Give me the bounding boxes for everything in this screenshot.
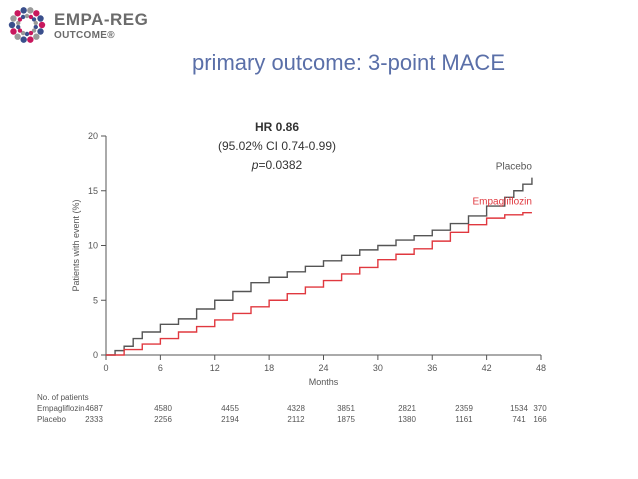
x-tick-label: 18 <box>264 363 274 373</box>
logo-dot <box>14 10 21 17</box>
logo-dot <box>24 31 30 37</box>
y-tick-label: 0 <box>93 350 98 360</box>
risk-table-title: No. of patients <box>37 393 89 402</box>
risk-cell: 1534 <box>510 404 528 413</box>
hr-label: HR 0.86 <box>255 120 299 134</box>
logo-dot <box>20 30 26 36</box>
x-tick-label: 48 <box>536 363 546 373</box>
x-tick-label: 12 <box>210 363 220 373</box>
logo-text-line1: EMPA-REG <box>54 10 149 29</box>
logo-dot <box>27 36 34 43</box>
logo-dot <box>20 14 26 20</box>
risk-row-label: Empagliflozin <box>37 404 85 413</box>
x-axis-title: Months <box>309 377 339 387</box>
risk-cell: 4455 <box>221 404 239 413</box>
logo-dot <box>33 10 40 17</box>
risk-cell: 166 <box>533 415 547 424</box>
logo-dot <box>33 24 38 30</box>
logo-dot <box>17 17 23 22</box>
risk-cell: 4580 <box>154 404 172 413</box>
p-value: =0.0382 <box>258 158 302 172</box>
risk-cell: 370 <box>533 404 547 413</box>
logo-dot <box>31 28 37 33</box>
x-tick-label: 42 <box>482 363 492 373</box>
x-tick-label: 6 <box>158 363 163 373</box>
y-tick-label: 10 <box>88 241 98 251</box>
logo-dot <box>20 36 27 43</box>
logo-dot <box>28 30 34 36</box>
x-tick-label: 36 <box>427 363 437 373</box>
risk-cell: 2359 <box>455 404 473 413</box>
chart-series: Placebo Empagliflozin <box>106 162 533 356</box>
x-tick-label: 30 <box>373 363 383 373</box>
logo-dot <box>16 24 21 30</box>
series-line-placebo <box>106 177 533 356</box>
logo-dot <box>38 21 46 29</box>
hr-ci: (95.02% CI 0.74-0.99) <box>218 139 336 153</box>
logo-dot <box>37 15 44 22</box>
empa-reg-logo: EMPA-REG OUTCOME® <box>6 4 156 50</box>
logo-dot <box>10 28 17 35</box>
y-tick-label: 15 <box>88 186 98 196</box>
logo-dot <box>33 33 40 40</box>
risk-cell: 2333 <box>85 415 103 424</box>
series-label-placebo: Placebo <box>496 162 533 173</box>
dotted-ring-logo-icon <box>8 7 46 43</box>
p-symbol: p <box>251 158 259 172</box>
logo-dot <box>14 33 21 40</box>
y-axis-title: Patients with event (%) <box>71 199 81 291</box>
logo-dot <box>20 7 27 14</box>
y-tick-label: 5 <box>93 295 98 305</box>
series-label-empagliflozin: Empagliflozin <box>472 197 531 208</box>
hr-p-value: p=0.0382 <box>251 158 303 172</box>
x-tick-label: 0 <box>103 363 108 373</box>
logo-dot <box>16 20 21 26</box>
risk-cell: 3851 <box>337 404 355 413</box>
chart-axes: 0 6 12 18 24 30 36 42 48 0 5 10 15 20 Months Patients w… <box>71 131 546 387</box>
x-tick-label: 24 <box>318 363 328 373</box>
risk-cell: 1875 <box>337 415 355 424</box>
logo-dot <box>8 21 16 29</box>
risk-row-label: Placebo <box>37 415 66 424</box>
logo-dot <box>17 28 23 33</box>
y-tick-label: 20 <box>88 131 98 141</box>
logo-dot <box>33 20 38 26</box>
risk-cell: 2112 <box>287 415 305 424</box>
logo-dot <box>24 13 30 19</box>
risk-cell: 2194 <box>221 415 239 424</box>
risk-cell: 2821 <box>398 404 416 413</box>
logo-text-line2: OUTCOME® <box>54 30 115 41</box>
risk-table: No. of patients Empagliflozin 4687 4580 4455… <box>37 393 547 424</box>
risk-cell: 4328 <box>287 404 305 413</box>
logo-dot <box>28 14 34 20</box>
slide-title: primary outcome: 3-point MACE <box>192 50 505 75</box>
logo-dot <box>27 7 34 14</box>
logo-dot <box>31 17 37 22</box>
logo-dot <box>10 15 17 22</box>
risk-cell: 2256 <box>154 415 172 424</box>
risk-cell: 741 <box>512 415 526 424</box>
logo-dot <box>37 28 44 35</box>
risk-cell: 1380 <box>398 415 416 424</box>
risk-cell: 4687 <box>85 404 103 413</box>
series-line-empagliflozin <box>106 211 532 356</box>
risk-cell: 1161 <box>455 415 473 424</box>
